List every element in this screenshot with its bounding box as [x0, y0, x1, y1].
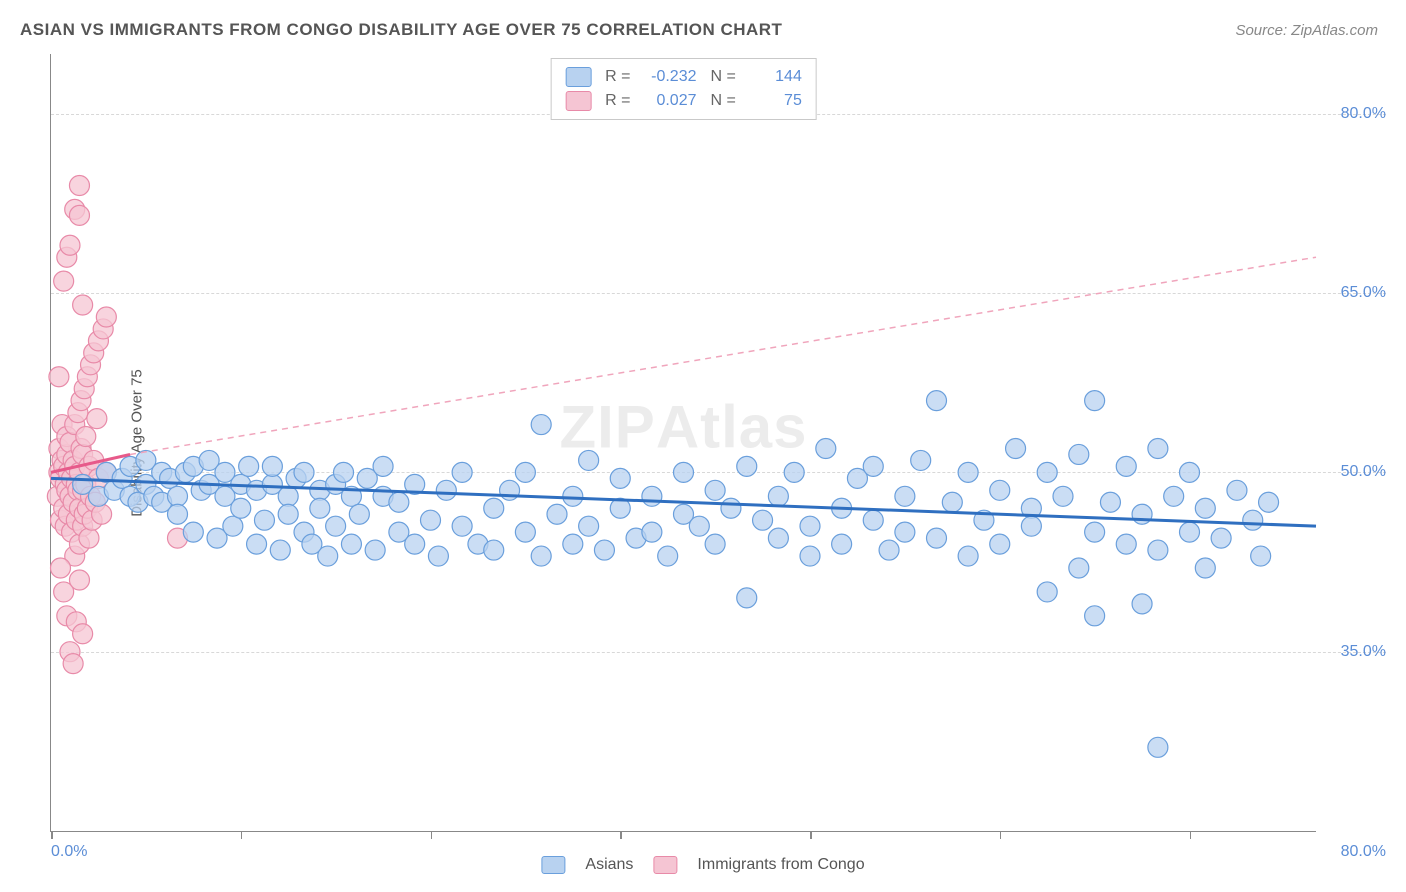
x-tick [241, 831, 243, 839]
legend-swatch-congo [653, 856, 677, 874]
x-axis-min: 0.0% [51, 843, 87, 861]
x-tick [431, 831, 433, 839]
x-tick [1190, 831, 1192, 839]
legend-label-congo: Immigrants from Congo [697, 856, 864, 874]
y-tick-label: 65.0% [1341, 284, 1386, 302]
y-tick-label: 35.0% [1341, 643, 1386, 661]
trend-line [130, 257, 1316, 454]
chart-title: ASIAN VS IMMIGRANTS FROM CONGO DISABILIT… [20, 20, 782, 40]
stats-row-congo: R = 0.027 N = 75 [565, 89, 802, 113]
y-tick-label: 50.0% [1341, 463, 1386, 481]
plot-area: Disability Age Over 75 ZIPAtlas R = -0.2… [50, 54, 1316, 832]
series-legend: Asians Immigrants from Congo [541, 856, 864, 874]
x-tick [51, 831, 53, 839]
trend-lines [51, 54, 1316, 831]
stats-legend: R = -0.232 N = 144 R = 0.027 N = 75 [550, 58, 817, 120]
legend-swatch-asians [541, 856, 565, 874]
x-axis-max: 80.0% [1341, 843, 1386, 861]
trend-line [51, 454, 130, 472]
stats-row-asians: R = -0.232 N = 144 [565, 65, 802, 89]
x-tick [620, 831, 622, 839]
swatch-congo [565, 91, 591, 111]
x-tick [810, 831, 812, 839]
trend-line [51, 478, 1316, 526]
swatch-asians [565, 67, 591, 87]
y-tick-label: 80.0% [1341, 105, 1386, 123]
x-tick [1000, 831, 1002, 839]
correlation-chart: ASIAN VS IMMIGRANTS FROM CONGO DISABILIT… [0, 0, 1406, 892]
legend-label-asians: Asians [585, 856, 633, 874]
source-label: Source: ZipAtlas.com [1235, 22, 1378, 39]
